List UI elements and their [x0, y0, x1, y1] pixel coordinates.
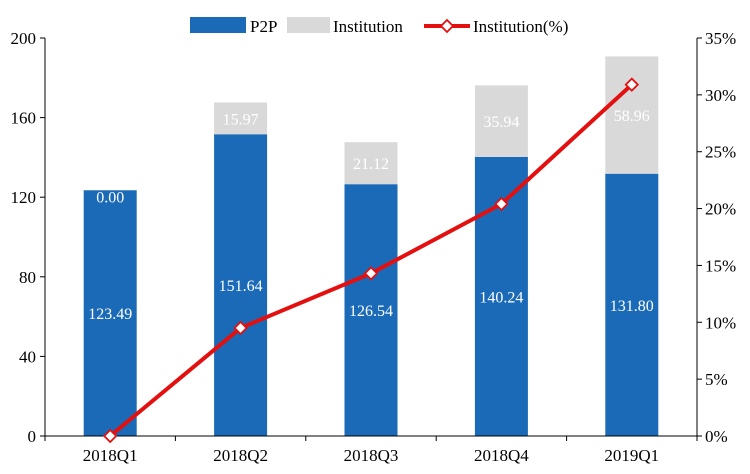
legend-marker-institution-pct [439, 18, 455, 34]
left-tick-label: 40 [19, 347, 36, 366]
line-point-marker [494, 196, 509, 212]
left-tick-label: 200 [11, 29, 37, 48]
left-tick-label: 80 [19, 268, 36, 287]
bar-institution [214, 102, 268, 135]
data-label-p2p: 140.24 [479, 289, 523, 306]
data-label-institution: 58.96 [614, 108, 650, 125]
left-tick-label: 0 [28, 427, 37, 446]
bar-labels: 123.49 0.00 151.64 15.97 126.54 21.12 140.24 35… [88, 108, 654, 323]
left-tick-label: 160 [11, 109, 37, 128]
right-tick-label: 0% [705, 427, 728, 446]
x-tick-label: 2019Q1 [604, 446, 659, 465]
x-tick-label: 2018Q3 [344, 446, 399, 465]
bar-p2p [605, 173, 659, 436]
axes: 0 40 80 120 160 200 0% 5% 10% 15% 20% 25% 30% 35% 2018… [11, 29, 737, 465]
right-tick-label: 15% [705, 256, 736, 275]
right-tick-label: 20% [705, 200, 736, 219]
line-point-marker [363, 266, 379, 281]
bars [83, 56, 659, 437]
bar-institution [474, 85, 528, 157]
bar-p2p [214, 134, 268, 437]
left-tick-label: 120 [11, 188, 37, 207]
data-label-p2p: 126.54 [349, 303, 393, 320]
right-tick-label: 25% [705, 143, 736, 162]
data-label-institution: 21.12 [353, 156, 389, 173]
x-tick-label: 2018Q4 [474, 446, 529, 465]
right-tick-label: 10% [705, 313, 736, 332]
legend-label-institution: Institution [333, 17, 403, 36]
x-tick-label: 2018Q2 [213, 446, 268, 465]
bar-p2p [344, 184, 398, 436]
legend: P2P Institution Institution(%) [190, 17, 568, 36]
right-tick-label: 30% [705, 86, 736, 105]
line-point-marker [102, 428, 118, 444]
x-tick-label: 2018Q1 [83, 446, 138, 465]
data-label-p2p: 131.80 [610, 298, 654, 315]
bar-p2p [83, 190, 137, 436]
legend-swatch-p2p [190, 17, 246, 33]
line-layer [102, 77, 640, 444]
right-tick-label: 35% [705, 29, 736, 48]
data-label-institution: 15.97 [223, 111, 259, 128]
bar-institution [344, 142, 398, 185]
legend-swatch-institution [287, 17, 330, 33]
data-label-institution: 35.94 [483, 114, 519, 131]
legend-label-p2p: P2P [250, 17, 277, 36]
bar-institution [605, 56, 659, 174]
data-label-p2p: 123.49 [88, 306, 132, 323]
line-point-marker [624, 77, 640, 92]
data-label-p2p: 151.64 [219, 278, 263, 295]
legend-label-institution-pct: Institution(%) [473, 17, 568, 36]
line-point-marker [233, 320, 248, 336]
right-tick-label: 5% [705, 370, 728, 389]
data-label-institution: 0.00 [96, 189, 124, 206]
